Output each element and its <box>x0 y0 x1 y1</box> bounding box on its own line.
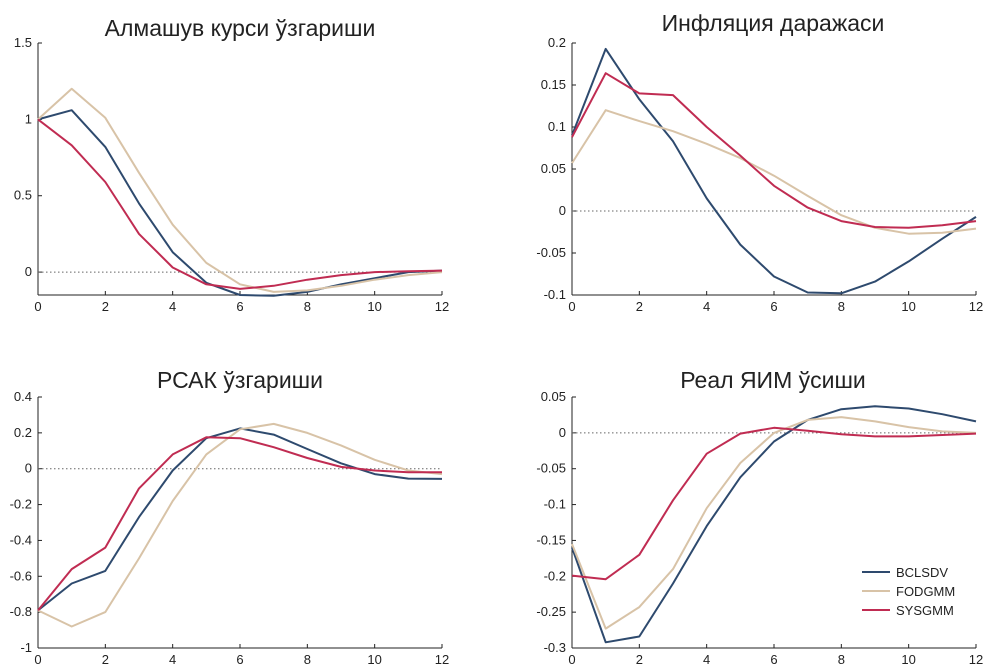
x-tick-label: 8 <box>304 652 311 667</box>
y-tick-label: -0.2 <box>544 568 566 583</box>
chart-panel-exchange-rate: Алмашув курси ўзгариши 0 2 4 6 8 10 12 0 0.5 1 1.5 <box>14 15 449 314</box>
x-tick-label: 4 <box>169 652 176 667</box>
y-tick-label: 0.5 <box>14 188 32 203</box>
series-line-bclsdv <box>571 405 977 644</box>
y-tick-label: 0.2 <box>548 35 566 50</box>
series-line-bclsdv <box>37 109 443 297</box>
x-tick-label: 8 <box>838 652 845 667</box>
x-tick-label: 4 <box>703 652 710 667</box>
y-tick-label: 0 <box>559 425 566 440</box>
series-line-bclsdv <box>571 47 977 295</box>
series-line-fodgmm <box>37 422 443 628</box>
y-tick-label: 0.1 <box>548 119 566 134</box>
x-tick-label: 10 <box>367 299 381 314</box>
y-tick-label: -0.05 <box>536 461 566 476</box>
series-line-fodgmm <box>571 109 977 235</box>
chart-title: Реал ЯИМ ўсиши <box>680 367 866 393</box>
y-tick-label: 0.4 <box>14 389 32 404</box>
y-tick-label: 0.15 <box>541 77 566 92</box>
x-tick-label: 10 <box>901 652 915 667</box>
chart-title: РСАК ўзгариши <box>157 367 323 393</box>
y-tick-label: -0.6 <box>10 568 32 583</box>
x-tick-label: 6 <box>770 299 777 314</box>
y-tick-label: -0.05 <box>536 245 566 260</box>
x-tick-label: 4 <box>703 299 710 314</box>
chart-title: Инфляция даражаси <box>662 10 885 36</box>
y-tick-label: -1 <box>20 640 32 655</box>
x-tick-label: 2 <box>636 299 643 314</box>
x-tick-label: 0 <box>568 299 575 314</box>
y-tick-label: -0.25 <box>536 604 566 619</box>
series-line-fodgmm <box>571 416 977 630</box>
chart-panel-inflation: Инфляция даражаси 0 2 4 6 8 10 12 -0.1 -0.05 0 0.0… <box>536 10 983 314</box>
y-tick-label: -0.1 <box>544 287 566 302</box>
series-line-fodgmm <box>37 87 443 293</box>
legend-label-sysgmm: SYSGMM <box>896 603 954 618</box>
y-tick-label: -0.3 <box>544 640 566 655</box>
x-tick-label: 2 <box>102 299 109 314</box>
series-line-sysgmm <box>37 436 442 612</box>
x-tick-label: 12 <box>969 652 983 667</box>
series-line-sysgmm <box>37 118 443 290</box>
y-tick-label: 0 <box>25 461 32 476</box>
y-tick-label: -0.8 <box>10 604 32 619</box>
x-tick-label: 12 <box>435 299 449 314</box>
y-tick-label: 0.05 <box>541 389 566 404</box>
x-tick-label: 2 <box>102 652 109 667</box>
legend-label-fodgmm: FODGMM <box>896 584 955 599</box>
x-tick-label: 12 <box>435 652 449 667</box>
y-tick-label: -0.1 <box>544 497 566 512</box>
x-tick-label: 6 <box>236 652 243 667</box>
legend-label-bclsdv: BCLSDV <box>896 565 948 580</box>
y-tick-label: 0 <box>25 264 32 279</box>
x-tick-label: 6 <box>770 652 777 667</box>
series-line-sysgmm <box>571 426 977 581</box>
x-tick-label: 4 <box>169 299 176 314</box>
y-tick-label: -0.2 <box>10 497 32 512</box>
series-line-bclsdv <box>37 427 443 612</box>
x-tick-label: 0 <box>34 652 41 667</box>
y-tick-label: 1 <box>25 111 32 126</box>
legend: BCLSDV FODGMM SYSGMM <box>862 565 955 618</box>
chart-panel-real-gdp: Реал ЯИМ ўсиши 0 2 4 6 8 10 12 -0.3 -0.25 -0.2 -0.… <box>536 367 983 667</box>
x-tick-label: 8 <box>304 299 311 314</box>
chart-panel-rsak: РСАК ўзгариши 0 2 4 6 8 10 12 -1 -0.8 -0.6 -0.4 -0.… <box>10 367 450 667</box>
x-tick-label: 6 <box>236 299 243 314</box>
y-tick-label: 0.05 <box>541 161 566 176</box>
y-tick-label: 0.2 <box>14 425 32 440</box>
x-tick-label: 0 <box>34 299 41 314</box>
chart-title: Алмашув курси ўзгариши <box>105 15 376 41</box>
x-tick-label: 12 <box>969 299 983 314</box>
y-tick-label: 1.5 <box>14 35 32 50</box>
y-tick-label: -0.15 <box>536 532 566 547</box>
series-line-sysgmm <box>571 72 977 229</box>
y-tick-label: 0 <box>559 203 566 218</box>
x-tick-label: 10 <box>367 652 381 667</box>
x-tick-label: 2 <box>636 652 643 667</box>
y-tick-label: -0.4 <box>10 532 32 547</box>
x-tick-label: 10 <box>901 299 915 314</box>
x-tick-label: 8 <box>838 299 845 314</box>
x-tick-label: 0 <box>568 652 575 667</box>
